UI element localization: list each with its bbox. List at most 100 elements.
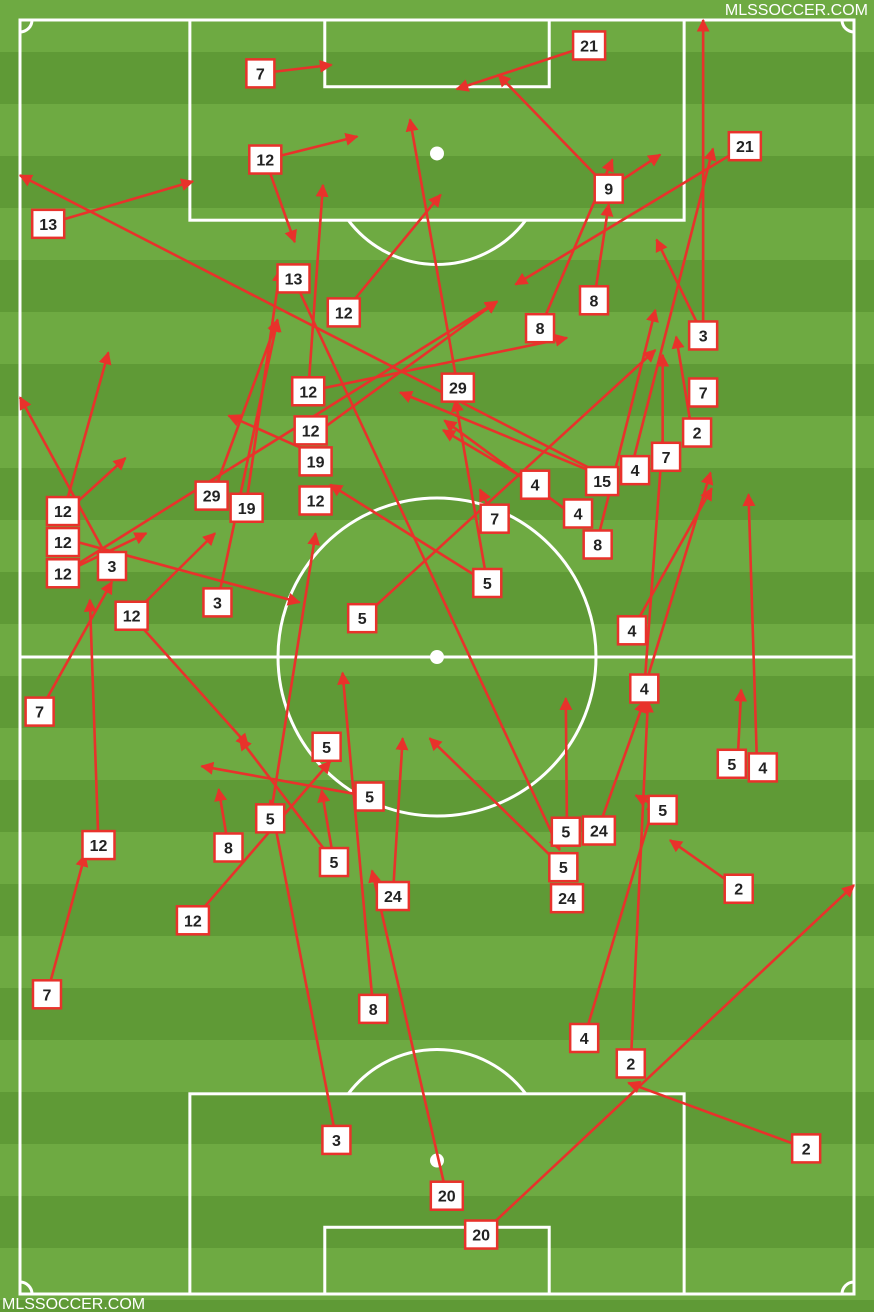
- player-number: 5: [322, 740, 331, 757]
- player-label: 21: [571, 30, 607, 61]
- pass-arrow: [292, 277, 561, 852]
- corner-arc: [19, 19, 34, 34]
- player-number: 4: [574, 506, 583, 523]
- player-number: 8: [536, 321, 545, 338]
- player-number: 12: [90, 838, 108, 855]
- grass-stripe: [0, 780, 874, 832]
- player-label-box: [440, 372, 476, 403]
- player-label-box: [584, 465, 620, 497]
- player-label-box: [727, 130, 763, 162]
- player-label-box: [463, 1219, 499, 1250]
- player-number: 8: [590, 293, 599, 310]
- player-label-box: [375, 880, 411, 912]
- player-label-box: [248, 144, 283, 175]
- penalty-arc: [347, 1048, 527, 1095]
- player-label: 24: [581, 815, 617, 846]
- player-number: 12: [335, 305, 353, 322]
- pass-arrow: [266, 798, 338, 1141]
- player-label: 12: [45, 526, 81, 558]
- player-number: 7: [699, 385, 708, 402]
- player-label: 7: [479, 503, 510, 534]
- pass-arrow: [391, 736, 409, 897]
- player-label: 5: [354, 781, 385, 812]
- player-label-box: [293, 415, 328, 446]
- player-number: 4: [640, 682, 649, 699]
- player-number: 12: [184, 913, 202, 930]
- player-label: 5: [716, 748, 748, 780]
- player-number: 19: [307, 454, 325, 471]
- watermark-top: MLSSOCCER.COM: [724, 2, 868, 19]
- pass-arrow: [216, 318, 282, 603]
- player-label: 7: [245, 58, 276, 89]
- pass-arrow: [399, 390, 616, 483]
- player-label: 13: [30, 208, 66, 240]
- player-label: 12: [298, 485, 333, 516]
- player-number: 3: [108, 559, 117, 576]
- player-number: 5: [727, 757, 736, 774]
- player-label: 4: [519, 469, 551, 500]
- player-number: 7: [43, 987, 52, 1004]
- player-label: 8: [524, 312, 556, 344]
- player-number: 12: [54, 566, 72, 583]
- player-label-box: [194, 480, 229, 511]
- player-label-box: [519, 469, 551, 500]
- player-label: 3: [321, 1124, 352, 1156]
- player-label-box: [723, 873, 754, 904]
- pass-arrow: [497, 73, 610, 190]
- player-label-box: [213, 832, 244, 863]
- pass-arrow: [306, 183, 329, 392]
- player-number: 4: [758, 760, 767, 777]
- player-label: 12: [45, 558, 81, 589]
- pass-arrow: [582, 798, 659, 1039]
- player-number: 12: [256, 153, 274, 170]
- player-label: 5: [254, 803, 286, 834]
- grass-stripe: [0, 988, 874, 1040]
- player-number: 15: [593, 474, 611, 491]
- player-label: 12: [81, 829, 116, 861]
- player-label-box: [581, 815, 617, 846]
- player-label: 15: [584, 465, 620, 497]
- player-number: 4: [531, 478, 540, 495]
- player-label-box: [318, 846, 350, 878]
- player-number: 13: [39, 217, 57, 234]
- player-label: 12: [45, 495, 81, 527]
- player-label-box: [45, 495, 81, 527]
- player-number: 12: [307, 493, 325, 510]
- player-label: 4: [616, 615, 648, 646]
- player-label-box: [716, 748, 748, 780]
- player-label: 7: [31, 979, 63, 1010]
- pass-arrow: [211, 318, 280, 497]
- player-label: 29: [194, 480, 229, 511]
- player-label-box: [687, 320, 719, 351]
- pass-arrow: [38, 580, 114, 713]
- player-label: 24: [549, 882, 585, 914]
- player-label-box: [202, 587, 233, 618]
- player-label-box: [175, 905, 211, 936]
- player-label-box: [647, 794, 678, 826]
- player-label: 19: [298, 446, 333, 477]
- pass-arrow: [18, 174, 616, 483]
- player-label-box: [229, 492, 264, 524]
- six-yard-box: [323, 18, 551, 89]
- player-label: 21: [727, 130, 763, 162]
- pass-arrow: [443, 419, 579, 520]
- player-label-box: [298, 485, 333, 516]
- player-number: 3: [332, 1133, 341, 1150]
- player-number: 21: [736, 139, 754, 156]
- player-number: 24: [590, 824, 608, 841]
- player-label: 8: [582, 529, 613, 560]
- player-label-box: [472, 567, 503, 599]
- player-label-box: [687, 377, 719, 408]
- player-label: 2: [790, 1133, 822, 1164]
- player-label: 12: [175, 905, 211, 936]
- player-number: 29: [203, 489, 221, 506]
- player-number: 5: [561, 825, 570, 842]
- player-label-box: [298, 446, 333, 477]
- player-number: 13: [285, 271, 303, 288]
- player-label: 5: [548, 851, 579, 883]
- player-label-box: [30, 208, 66, 240]
- player-label-box: [548, 851, 579, 883]
- player-label: 3: [96, 550, 128, 582]
